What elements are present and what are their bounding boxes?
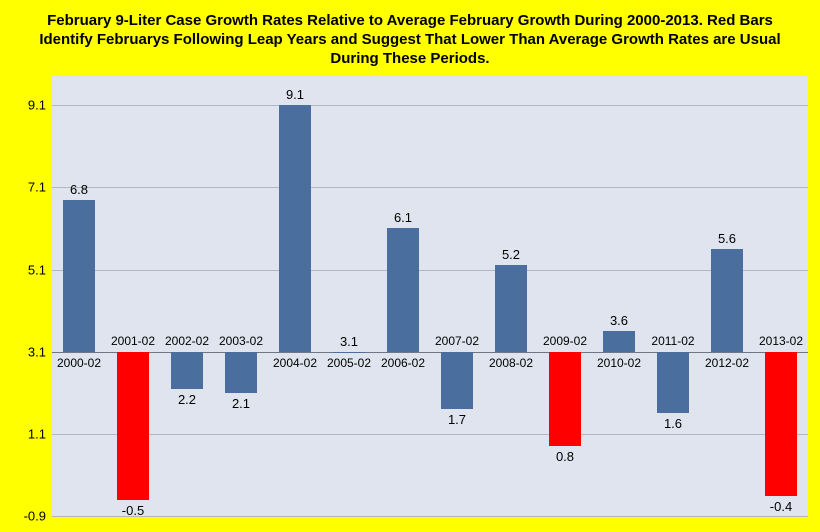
- x-axis-line: [52, 352, 808, 353]
- bar-value-label: 3.6: [599, 313, 639, 328]
- gridline: [52, 434, 808, 435]
- bar: [279, 105, 311, 352]
- bar: [765, 352, 797, 496]
- y-axis-tick-label: -0.9: [8, 509, 46, 524]
- bar: [549, 352, 581, 447]
- chart-outer: February 9-Liter Case Growth Rates Relat…: [0, 0, 820, 532]
- y-axis-tick-label: 9.1: [8, 98, 46, 113]
- bar-value-label: 2.1: [221, 396, 261, 411]
- y-axis-tick-label: 7.1: [8, 180, 46, 195]
- x-axis-category-label: 2008-02: [484, 356, 539, 370]
- x-axis-category-label: 2011-02: [646, 334, 701, 348]
- bar-value-label: 5.6: [707, 231, 747, 246]
- y-axis-tick-label: 5.1: [8, 262, 46, 277]
- y-axis-tick-label: 1.1: [8, 427, 46, 442]
- bar: [711, 249, 743, 352]
- bar-value-label: 2.2: [167, 392, 207, 407]
- gridline: [52, 270, 808, 271]
- bar: [117, 352, 149, 500]
- bar-value-label: 0.8: [545, 449, 585, 464]
- bar-value-label: 1.7: [437, 412, 477, 427]
- bar: [441, 352, 473, 410]
- bar: [225, 352, 257, 393]
- x-axis-category-label: 2003-02: [214, 334, 269, 348]
- bar-value-label: 9.1: [275, 87, 315, 102]
- gridline: [52, 187, 808, 188]
- plot-grid: -0.91.13.15.17.19.12000-026.82001-02-0.5…: [52, 76, 808, 516]
- bar-value-label: 3.1: [329, 334, 369, 349]
- x-axis-category-label: 2010-02: [592, 356, 647, 370]
- y-axis-tick-label: 3.1: [8, 344, 46, 359]
- bar: [333, 352, 365, 353]
- bar-value-label: 6.1: [383, 210, 423, 225]
- bar: [171, 352, 203, 389]
- bar-value-label: -0.4: [761, 499, 801, 514]
- bar: [495, 265, 527, 351]
- x-axis-category-label: 2012-02: [700, 356, 755, 370]
- bar-value-label: 5.2: [491, 247, 531, 262]
- x-axis-category-label: 2007-02: [430, 334, 485, 348]
- gridline: [52, 105, 808, 106]
- bar-value-label: 1.6: [653, 416, 693, 431]
- x-axis-category-label: 2000-02: [52, 356, 107, 370]
- x-axis-category-label: 2001-02: [106, 334, 161, 348]
- bar: [657, 352, 689, 414]
- bar: [603, 331, 635, 352]
- x-axis-category-label: 2004-02: [268, 356, 323, 370]
- bar-value-label: 6.8: [59, 182, 99, 197]
- bar: [387, 228, 419, 351]
- x-axis-category-label: 2009-02: [538, 334, 593, 348]
- chart-inner: February 9-Liter Case Growth Rates Relat…: [2, 2, 818, 530]
- x-axis-category-label: 2006-02: [376, 356, 431, 370]
- bar: [63, 200, 95, 352]
- chart-title: February 9-Liter Case Growth Rates Relat…: [8, 8, 812, 76]
- bar-value-label: -0.5: [113, 503, 153, 518]
- plot-area: -0.91.13.15.17.19.12000-026.82001-02-0.5…: [8, 76, 812, 516]
- gridline: [52, 516, 808, 517]
- x-axis-category-label: 2013-02: [754, 334, 809, 348]
- x-axis-category-label: 2002-02: [160, 334, 215, 348]
- x-axis-category-label: 2005-02: [322, 356, 377, 370]
